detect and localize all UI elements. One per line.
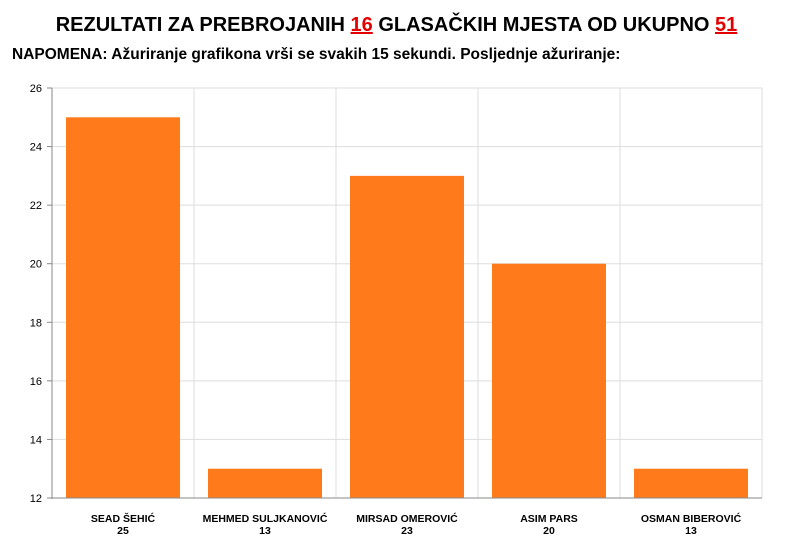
bar-value-label: 23 (401, 525, 413, 537)
update-note-text: NAPOMENA: Ažuriranje grafikona vrši se s… (12, 46, 621, 63)
axes (51, 88, 762, 499)
bar (634, 468, 748, 498)
x-category-label: MEHMED SULJKANOVIĆ (203, 512, 328, 525)
y-tick-label: 14 (30, 434, 42, 446)
y-tick-label: 12 (30, 493, 42, 505)
update-note: NAPOMENA: Ažuriranje grafikona vrši se s… (12, 46, 624, 64)
y-tick-label: 24 (30, 142, 42, 154)
total-stations: 51 (715, 14, 738, 36)
bar-value-label: 25 (117, 525, 129, 537)
y-axis-ticks: 12 14 16 18 20 22 24 26 (30, 83, 52, 505)
title-middle: GLASAČKIH MJESTA OD UKUPNO (378, 14, 710, 36)
chart-title: REZULTATI ZA PREBROJANIH 16 GLASAČKIH MJ… (0, 14, 793, 37)
counted-stations: 16 (350, 14, 373, 36)
bar-value-label: 20 (543, 525, 555, 537)
x-category-label: ASIM PARS (520, 513, 578, 525)
bars (66, 117, 748, 499)
y-tick-label: 20 (30, 259, 42, 271)
y-tick-label: 22 (30, 200, 42, 212)
bar-value-label: 13 (259, 525, 271, 537)
bar (208, 468, 322, 498)
y-tick-label: 16 (30, 376, 42, 388)
y-tick-label: 26 (30, 83, 42, 95)
y-tick-label: 18 (30, 317, 42, 329)
bar (492, 263, 606, 498)
x-category-label: MIRSAD OMEROVIĆ (356, 512, 458, 525)
title-prefix: REZULTATI ZA PREBROJANIH (55, 14, 345, 36)
x-category-label: OSMAN BIBEROVIĆ (641, 512, 742, 525)
bar (66, 117, 180, 499)
x-category-label: SEAD ŠEHIĆ (91, 512, 156, 525)
bar (350, 175, 464, 498)
bar-value-label: 13 (685, 525, 697, 537)
